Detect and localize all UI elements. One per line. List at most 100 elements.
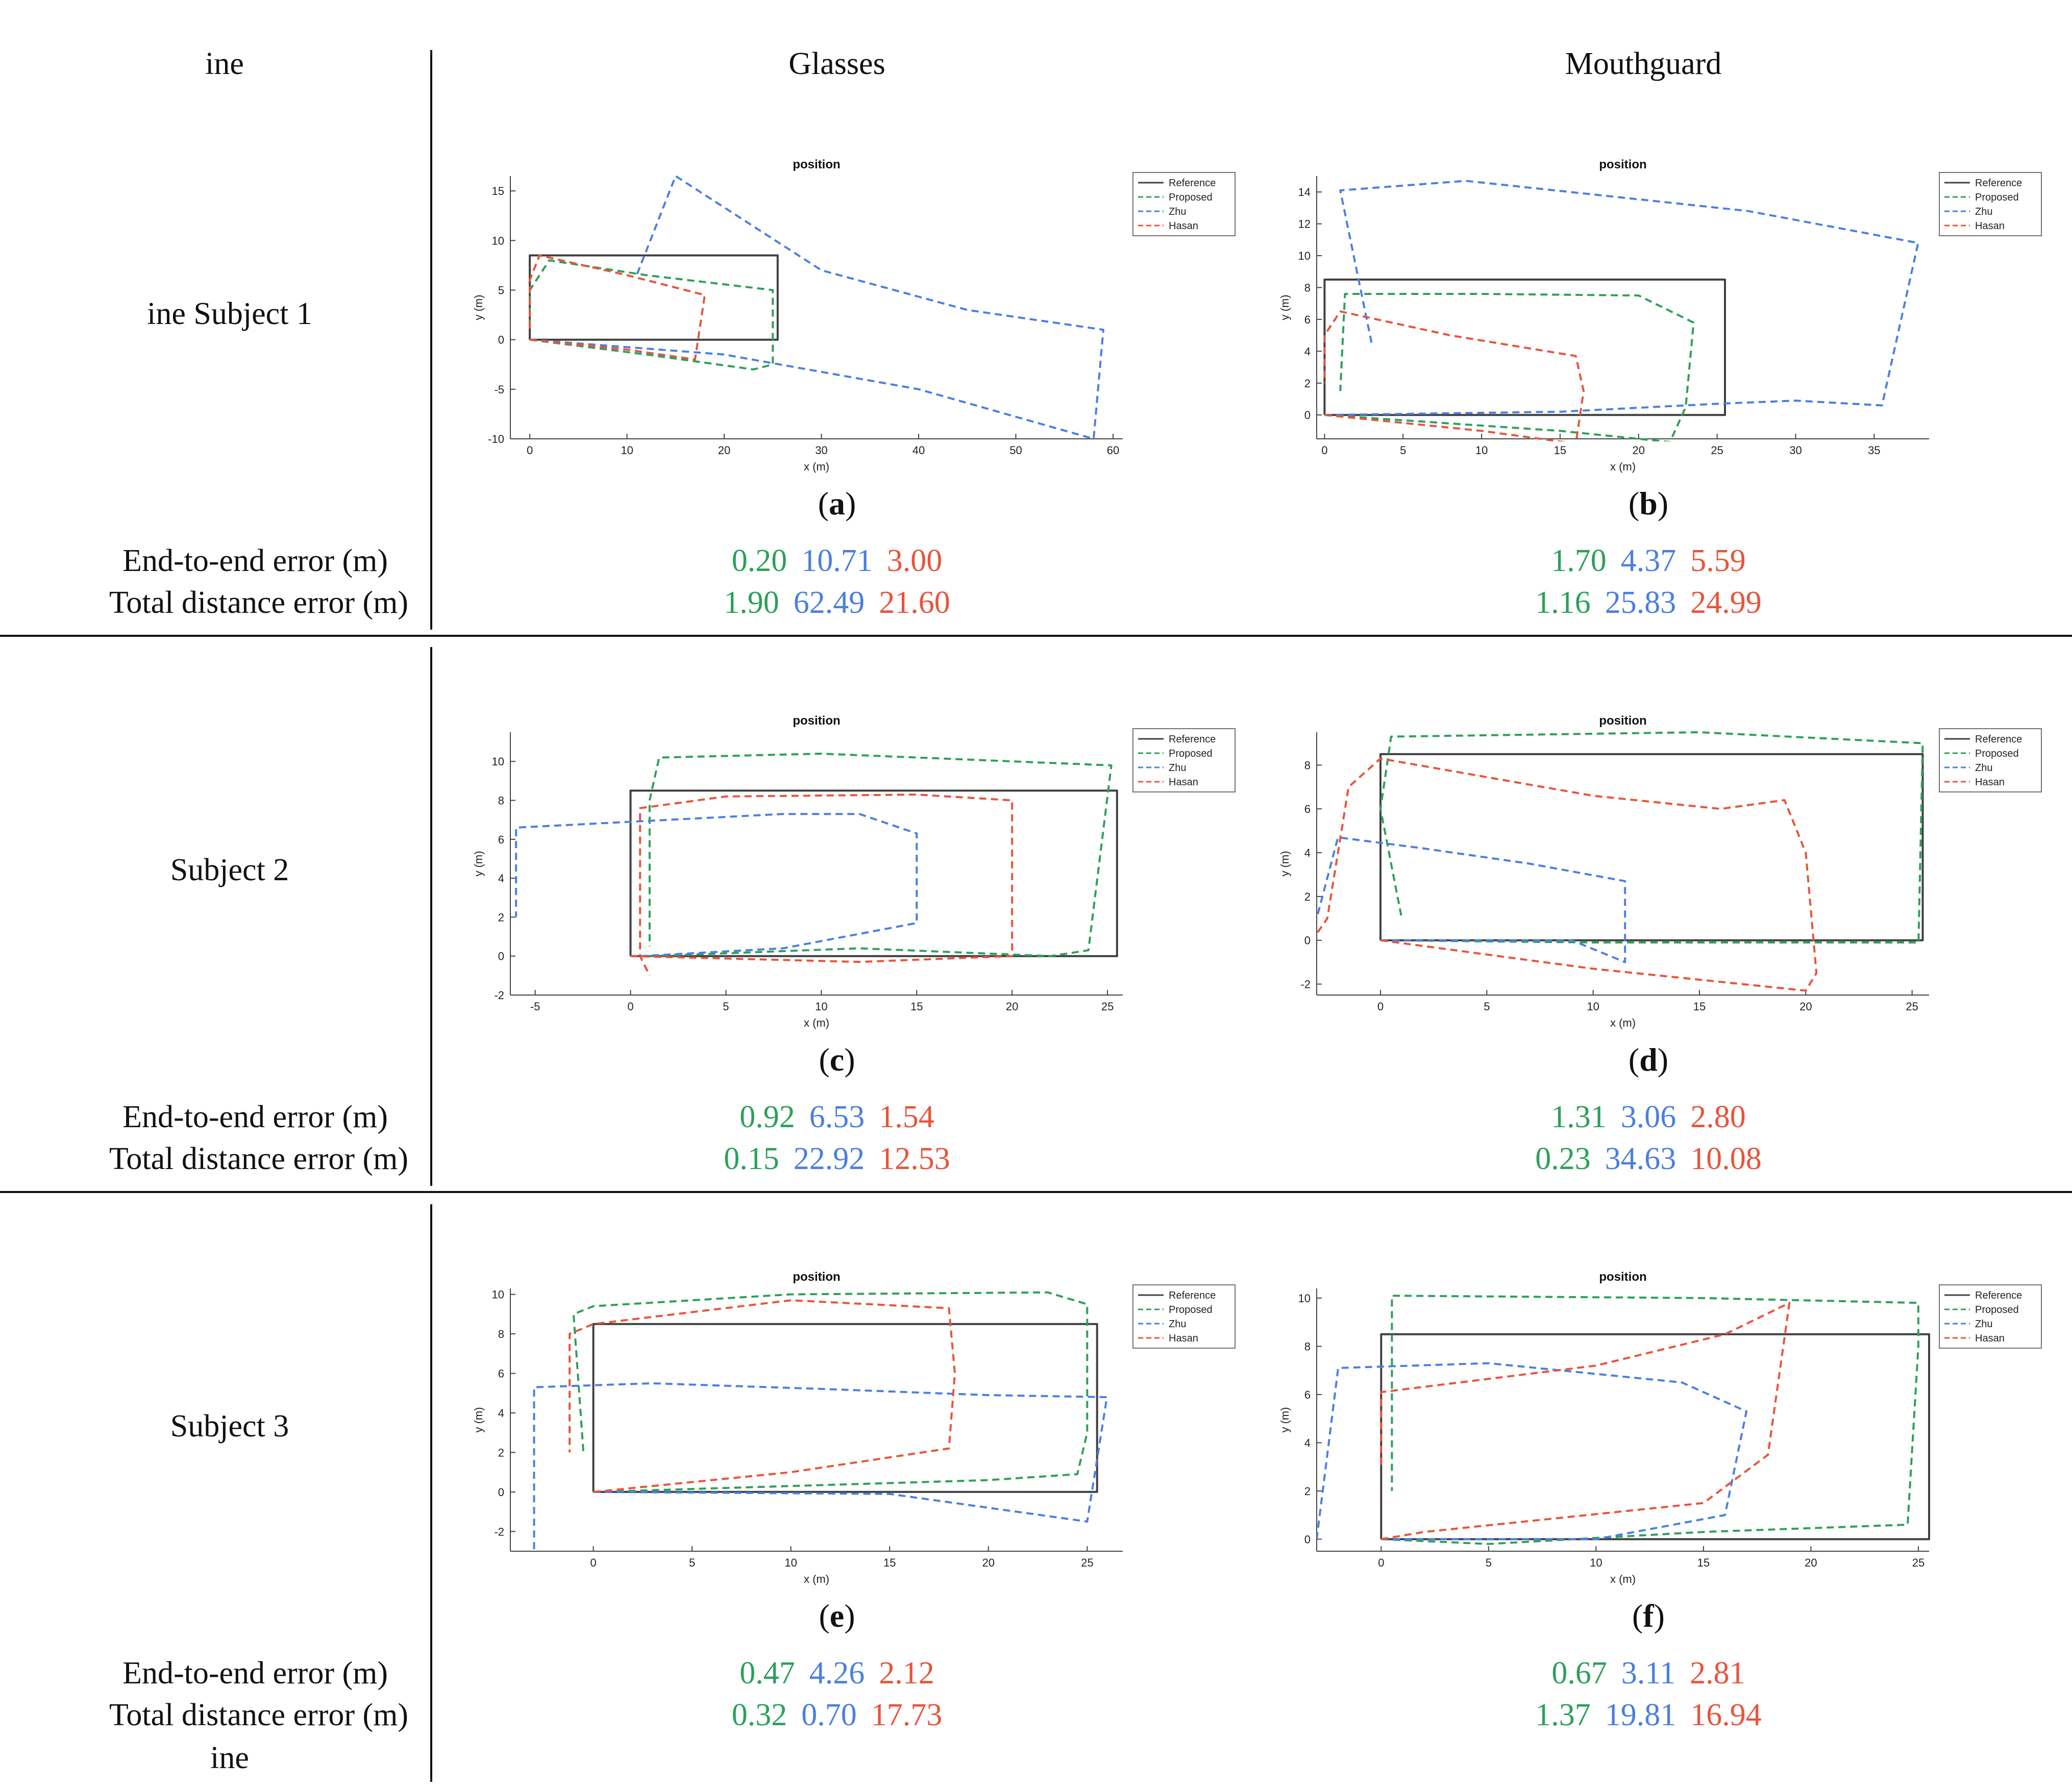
y-tick-label: 15	[492, 185, 504, 197]
zhu-value: 4.26	[809, 1656, 865, 1691]
x-tick-label: 10	[1590, 1556, 1602, 1569]
x-axis-label: x (m)	[1610, 460, 1636, 473]
x-tick-label: 30	[1789, 444, 1802, 457]
plot-area	[529, 175, 1104, 440]
hasan-value: 3.00	[886, 543, 943, 578]
y-tick-label: 2	[1304, 1485, 1311, 1498]
hasan-value: 12.53	[879, 1141, 950, 1176]
series-hasan	[1317, 757, 1818, 992]
series-reference	[529, 254, 779, 341]
caption-letter: a	[829, 485, 845, 522]
series-reference	[629, 789, 1118, 957]
y-tick-label: 2	[1304, 377, 1311, 390]
y-tick-label: 6	[498, 1368, 504, 1380]
y-tick-label: 6	[1304, 1388, 1311, 1401]
x-tick-label: 5	[689, 1556, 695, 1569]
legend-label-hasan: Hasan	[1169, 1333, 1198, 1344]
column-divider	[430, 50, 432, 630]
legend-label-reference: Reference	[1169, 1290, 1216, 1301]
chart-title: position	[793, 714, 840, 728]
x-tick-label: 15	[1693, 1000, 1706, 1013]
x-tick-label: 0	[1321, 444, 1327, 457]
caption-letter: b	[1639, 485, 1658, 522]
y-axis-label: y (m)	[472, 1407, 485, 1432]
panel-caption: (b)	[1628, 485, 1669, 522]
panel-caption: (e)	[819, 1598, 855, 1634]
x-tick-label: 35	[1868, 444, 1880, 457]
chart-panel-d: position 0 5 10 15 20 25 -2 0 2 4 6 8 x (m) y (m) Refer…	[1278, 714, 2042, 1029]
x-tick-label: 20	[1799, 1000, 1812, 1013]
y-tick-label: 4	[1304, 345, 1311, 358]
hasan-value: 1.54	[879, 1100, 934, 1134]
zhu-value: 3.06	[1620, 1100, 1676, 1134]
x-tick-label: 0	[627, 1000, 633, 1013]
plot-area	[533, 1291, 1108, 1551]
panel-caption: (d)	[1628, 1041, 1669, 1078]
series-proposed	[1324, 293, 1695, 441]
x-tick-label: 0	[527, 444, 533, 457]
zhu-value: 6.53	[809, 1100, 865, 1134]
proposed-value: 0.47	[739, 1656, 795, 1691]
legend-label-zhu: Zhu	[1169, 1319, 1186, 1330]
series-reference	[1379, 753, 1924, 941]
plot-area	[1317, 1295, 1930, 1545]
column-header-glasses: Glasses	[788, 46, 885, 81]
y-tick-label: 0	[498, 334, 504, 346]
legend-label-reference: Reference	[1975, 178, 2022, 189]
zhu-value: 62.49	[793, 585, 865, 620]
series-zhu	[529, 175, 1104, 440]
zhu-value: 10.71	[801, 543, 873, 578]
y-tick-label: 10	[492, 755, 504, 768]
end-to-end-error-values: 1.31 3.06 2.80	[1444, 1099, 1853, 1135]
total-distance-error-values: 0.32 0.70 17.73	[633, 1697, 1041, 1733]
chart-title: position	[1599, 158, 1646, 171]
x-tick-label: 50	[1009, 444, 1022, 457]
caption-letter: c	[829, 1041, 845, 1078]
legend-label-reference: Reference	[1169, 178, 1216, 189]
x-tick-label: 10	[621, 444, 633, 457]
column-header-mouthguard: Mouthguard	[1565, 46, 1722, 81]
row-divider	[0, 1191, 2072, 1193]
chart-panel-b: position 0 5 10 15 20 25 30 35 0 2 4 6 8 10 12 14 x (m) y …	[1278, 158, 2042, 473]
chart-panel-f: position 0 5 10 15 20 25 0 2 4 6 8 10 x (m) y (m) Refer…	[1278, 1270, 2042, 1585]
header-left: ine	[205, 46, 244, 81]
x-tick-label: 25	[1081, 1556, 1093, 1569]
hasan-value: 2.12	[879, 1656, 934, 1691]
y-tick-label: 0	[498, 950, 504, 963]
x-tick-label: 15	[883, 1556, 896, 1569]
y-tick-label: 0	[1304, 409, 1311, 421]
y-tick-label: 6	[1304, 313, 1311, 326]
row-label-subject-1: ine Subject 1	[147, 296, 312, 331]
y-axis-label: y (m)	[1278, 851, 1291, 876]
legend-label-proposed: Proposed	[1169, 1304, 1213, 1315]
zhu-value: 19.81	[1605, 1698, 1676, 1732]
row-divider	[0, 635, 2072, 637]
series-zhu	[533, 1382, 1108, 1551]
x-axis-label: x (m)	[804, 460, 829, 473]
row-label-subject-2: Subject 2	[170, 853, 289, 887]
proposed-value: 0.67	[1551, 1656, 1607, 1691]
x-tick-label: 5	[1484, 1000, 1490, 1013]
x-tick-label: 5	[1486, 1556, 1492, 1569]
caption-letter: f	[1643, 1598, 1654, 1634]
metric-label-total-row2: Total distance error (m)	[109, 1141, 408, 1176]
row-label-subject-3: Subject 3	[170, 1409, 289, 1444]
panel-caption: (c)	[819, 1041, 855, 1078]
proposed-value: 0.20	[731, 543, 787, 578]
total-distance-error-values: 0.15 22.92 12.53	[633, 1141, 1041, 1177]
footer-label: ine	[210, 1741, 249, 1775]
zhu-value: 22.92	[793, 1141, 865, 1176]
chart-title: position	[1599, 714, 1646, 728]
proposed-value: 0.92	[739, 1100, 795, 1134]
caption-letter: d	[1639, 1041, 1658, 1078]
legend-label-reference: Reference	[1975, 1290, 2022, 1301]
x-axis-label: x (m)	[804, 1573, 829, 1585]
x-tick-label: 30	[815, 444, 827, 457]
total-distance-error-values: 1.16 25.83 24.99	[1444, 585, 1853, 621]
column-divider	[430, 647, 432, 1186]
hasan-value: 5.59	[1690, 543, 1746, 578]
legend-label-zhu: Zhu	[1169, 762, 1186, 774]
series-proposed	[1379, 731, 1924, 943]
metric-label-e2e-row3: End-to-end error (m)	[122, 1656, 388, 1691]
series-zhu	[515, 813, 918, 957]
